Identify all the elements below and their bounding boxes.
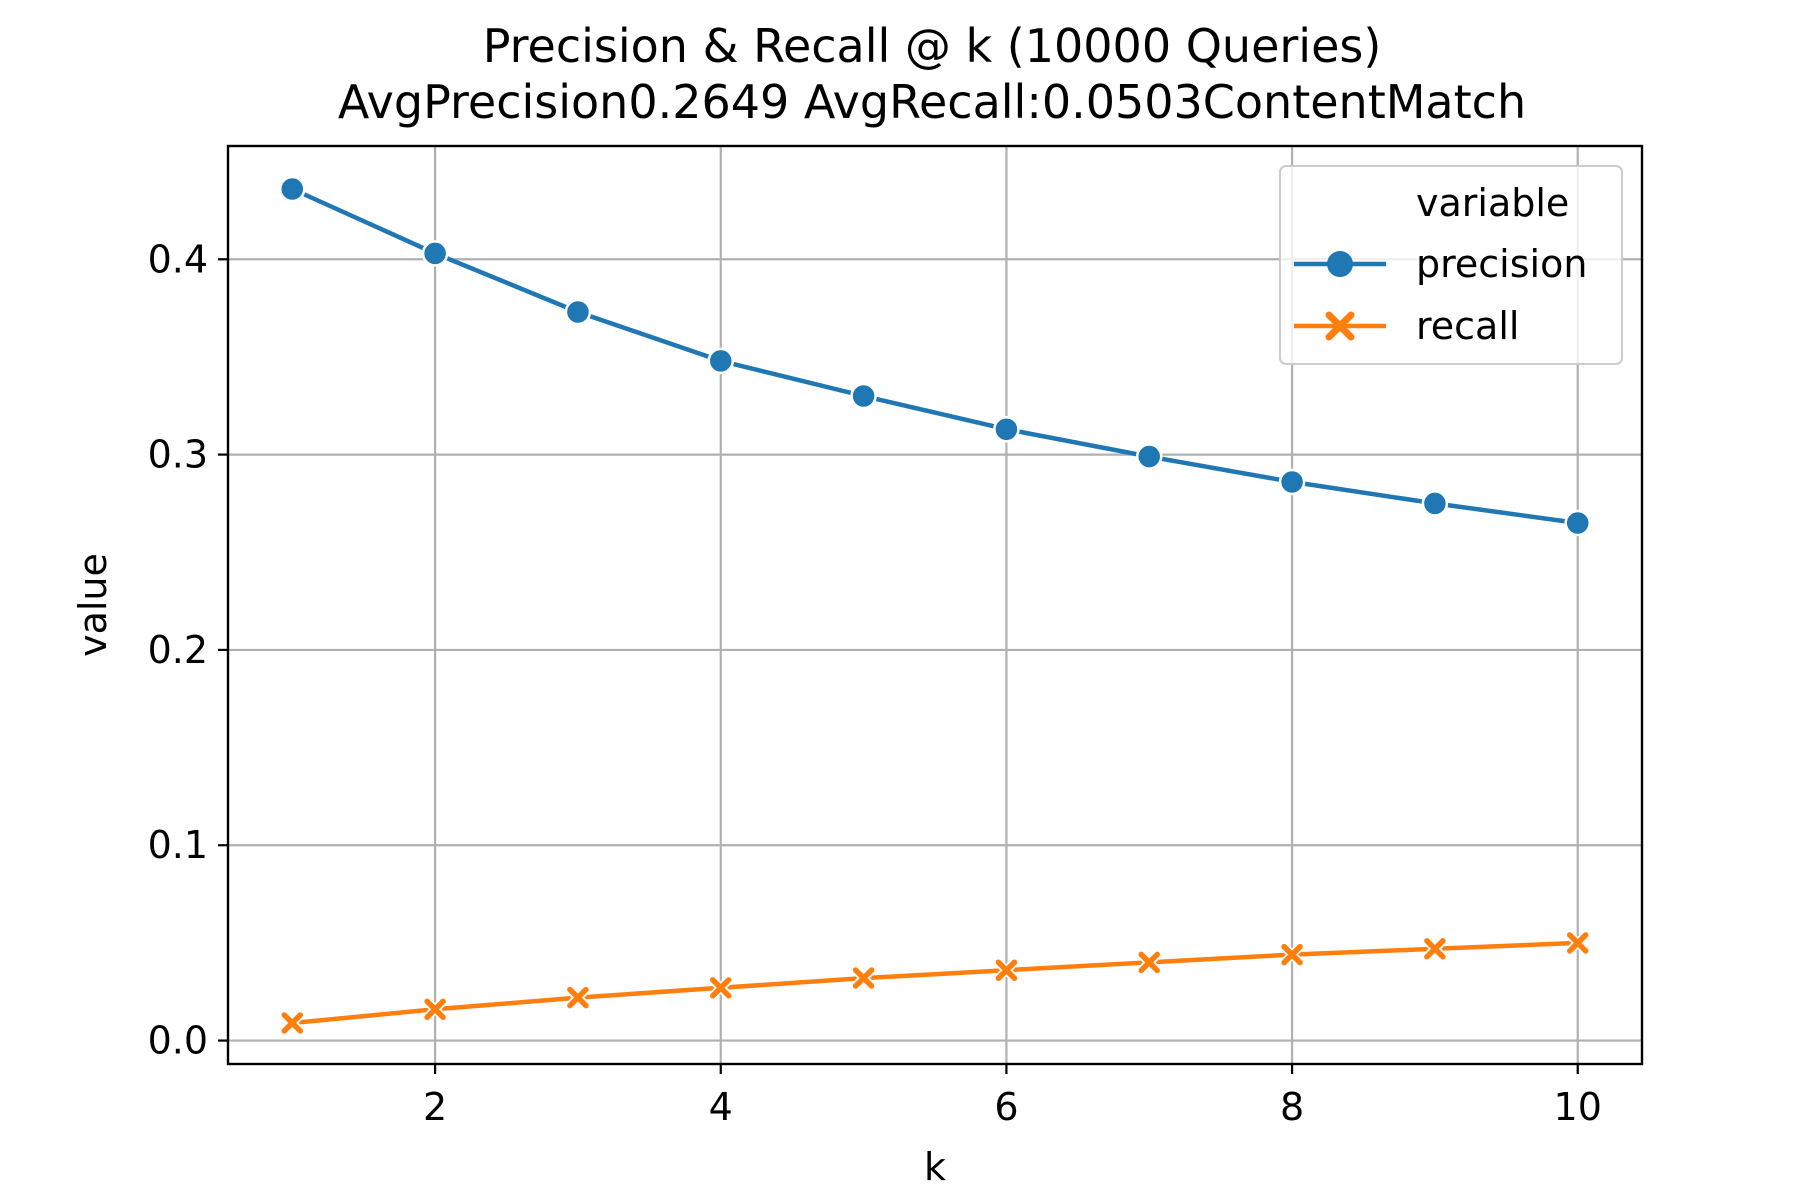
series-layer (279, 175, 1591, 1036)
tick-layer: 2 4 6 8 10 0.0 0.1 0.2 0.3 0.4 (148, 237, 1602, 1129)
x-tick-label: 10 (1554, 1085, 1602, 1129)
precision-point (279, 175, 306, 203)
precision-point (993, 415, 1020, 443)
precision-point (1278, 468, 1306, 496)
y-tick-label: 0.2 (148, 628, 208, 672)
y-tick-label: 0.0 (148, 1019, 208, 1063)
precision-point (707, 347, 735, 375)
legend-recall-marker (1325, 311, 1355, 341)
precision-point (1135, 443, 1163, 470)
precision-point (421, 240, 449, 267)
recall-point (1422, 936, 1448, 962)
recall-line (290, 940, 1580, 1026)
x-tick-label: 4 (709, 1085, 733, 1129)
plot-area-frame (226, 144, 1644, 1066)
recall-point (1279, 942, 1305, 968)
legend-box (1279, 165, 1623, 365)
recall-point (851, 965, 877, 991)
recall-point (1565, 930, 1591, 956)
precision-point (564, 298, 592, 326)
legend-recall-label: recall (1416, 304, 1519, 348)
legend-precision-marker (1327, 251, 1353, 277)
precision-point (1421, 490, 1449, 517)
precision-point (1564, 509, 1591, 537)
recall-point (993, 957, 1019, 983)
y-axis-label: value (71, 553, 115, 657)
recall-point (1136, 949, 1162, 975)
x-tick-label: 6 (994, 1085, 1018, 1129)
chart-subtitle: AvgPrecision0.2649 AvgRecall:0.0503Conte… (338, 75, 1526, 129)
recall-point (565, 985, 591, 1011)
legend-title: variable (1416, 181, 1569, 225)
x-tick-label: 8 (1280, 1085, 1304, 1129)
recall-point (422, 996, 448, 1022)
y-tick-label: 0.3 (148, 433, 208, 477)
x-axis-label: k (924, 1145, 946, 1189)
y-tick-label: 0.1 (148, 823, 208, 867)
legend-precision-label: precision (1416, 242, 1587, 286)
recall-point (279, 1010, 305, 1036)
y-tick-label: 0.4 (148, 237, 208, 281)
precision-point (850, 382, 877, 410)
legend: variable precision recall (1279, 165, 1623, 365)
recall-point (708, 975, 734, 1001)
precision-line (290, 186, 1580, 526)
x-tick-label: 2 (423, 1085, 447, 1129)
chart-title: Precision & Recall @ k (10000 Queries) (483, 19, 1382, 73)
